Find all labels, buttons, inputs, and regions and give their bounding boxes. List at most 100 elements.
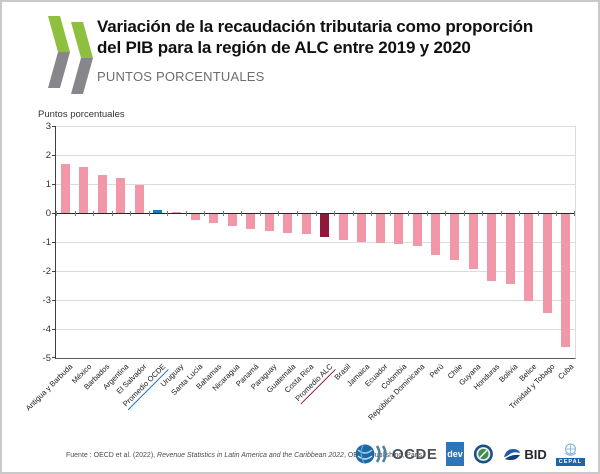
gridline-y3 — [56, 126, 575, 127]
bar-república-dominicana — [412, 214, 422, 246]
oecd-chevrons-logo — [48, 16, 93, 94]
bar-honduras — [487, 214, 497, 281]
y-axis-tick — [52, 242, 56, 243]
dev-logo-label: dev — [447, 449, 463, 459]
y-axis-label-1: 1 — [45, 179, 51, 190]
x-axis-tick — [537, 211, 539, 216]
x-axis-tick — [56, 211, 57, 216]
x-axis-label-cuba: Cuba — [555, 362, 576, 382]
x-axis-tick — [296, 211, 298, 216]
x-axis-tick — [334, 211, 336, 216]
bid-logo: BID — [502, 446, 547, 462]
bar-perú — [431, 214, 441, 255]
bar-méxico — [79, 166, 89, 213]
y-axis-title: Puntos porcentuales — [38, 109, 125, 120]
x-axis-tick — [519, 211, 521, 216]
page-title-line1: Variación de la recaudación tributaria c… — [97, 17, 534, 36]
dev-centre-logo: dev — [446, 442, 464, 466]
gridline-y-1 — [56, 242, 575, 243]
x-axis-tick — [259, 211, 261, 216]
bar-trinidad-y-tobago — [542, 214, 552, 313]
source-suffix: , OECD Publishing, Paris — [343, 452, 423, 459]
bar-brasil — [338, 214, 348, 241]
y-axis-label--4: -4 — [42, 324, 51, 335]
x-axis-tick — [185, 211, 187, 216]
bar-chart-plot-area: 3 2 1 0 -1 -2 -3 -4 -5 Antigua y Barbuda México Bar… — [24, 121, 576, 422]
y-axis-tick — [52, 300, 56, 301]
ocde-globe-icon — [355, 444, 387, 464]
cepal-logo: CEPAL — [555, 442, 585, 466]
bar-argentina — [116, 178, 126, 213]
x-axis-tick — [426, 211, 428, 216]
source-prefix: Fuente : OECD et al. (2022), — [66, 452, 158, 459]
y-axis-label--2: -2 — [42, 266, 51, 277]
x-axis-tick — [241, 211, 243, 216]
bar-promedio-ocde — [153, 210, 163, 213]
x-axis-tick — [352, 211, 354, 216]
page-subtitle: PUNTOS PORCENTUALES — [97, 69, 265, 84]
x-axis-tick — [482, 211, 484, 216]
x-axis-tick — [500, 211, 502, 216]
bar-cuba — [561, 214, 571, 348]
gridline-y-4 — [56, 329, 575, 330]
x-axis-tick — [556, 211, 558, 216]
x-axis-tick — [74, 211, 76, 216]
bar-bahamas — [209, 214, 219, 223]
bar-panamá — [246, 214, 256, 229]
ocde-logo: OCDE — [355, 443, 437, 465]
x-axis-tick — [111, 211, 113, 216]
x-axis-tick — [130, 211, 132, 216]
source-note: Fuente : OECD et al. (2022), Revenue Sta… — [66, 452, 422, 459]
y-axis-label-3: 3 — [45, 121, 51, 132]
bar-colombia — [394, 214, 404, 245]
header: Variación de la recaudación tributaria c… — [97, 16, 577, 84]
ciat-logo — [473, 444, 493, 464]
bar-bolivia — [505, 214, 515, 284]
bar-guyana — [468, 214, 478, 270]
x-axis-tick — [408, 211, 410, 216]
x-axis-tick — [93, 211, 95, 216]
bar-nicaragua — [227, 214, 237, 226]
x-axis-tick — [148, 211, 150, 216]
gridline-y2 — [56, 155, 575, 156]
x-axis-tick — [167, 211, 169, 216]
bar-jamaica — [357, 214, 367, 242]
cepal-logo-label: CEPAL — [555, 458, 585, 466]
page-title-line2: del PIB para la región de ALC entre 2019… — [97, 38, 471, 57]
bar-belice — [524, 214, 534, 301]
x-axis-tick — [574, 211, 575, 216]
un-emblem-icon — [564, 443, 577, 456]
y-axis-label--1: -1 — [42, 237, 51, 248]
gridline-y1 — [56, 184, 575, 185]
partner-logos: OCDE dev BID CEPAL — [355, 438, 585, 470]
y-axis-tick — [52, 357, 56, 358]
bar-guatemala — [283, 214, 293, 233]
y-axis-label--5: -5 — [42, 353, 51, 364]
y-axis-tick — [52, 155, 56, 156]
bar-costa-rica — [301, 214, 311, 235]
y-axis-label-2: 2 — [45, 150, 51, 161]
ocde-logo-label: OCDE — [392, 445, 438, 463]
gridline-y-2 — [56, 271, 575, 272]
bid-swoosh-icon — [504, 449, 521, 460]
source-publication-title: Revenue Statistics in Latin America and … — [157, 452, 344, 459]
y-axis-tick — [52, 213, 56, 214]
x-axis-tick — [445, 211, 447, 216]
x-axis-tick — [463, 211, 465, 216]
y-axis-label-0: 0 — [45, 208, 51, 219]
bar-antigua-y-barbuda — [60, 163, 70, 213]
y-axis-tick — [52, 271, 56, 272]
gridline-y-3 — [56, 300, 575, 301]
bar-barbados — [97, 175, 107, 213]
bar-ecuador — [375, 214, 385, 243]
x-axis-tick — [222, 211, 224, 216]
y-axis-tick — [52, 126, 56, 127]
bar-chile — [450, 214, 460, 261]
bar-uruguay — [171, 211, 181, 213]
y-axis-tick — [52, 329, 56, 330]
bar-santa-lucía — [190, 214, 200, 220]
bar-paraguay — [264, 214, 274, 232]
x-axis-tick — [204, 211, 206, 216]
bar-promedio-alc — [320, 214, 330, 238]
